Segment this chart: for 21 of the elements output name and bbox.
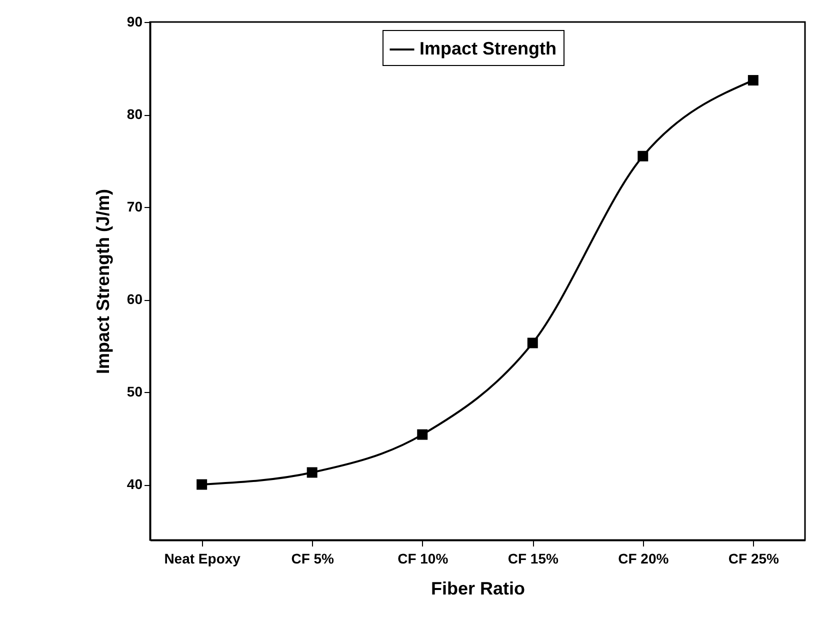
y-tick-label: 60 bbox=[126, 291, 143, 307]
x-tick-label: CF 20% bbox=[618, 550, 670, 566]
point bbox=[306, 467, 318, 478]
point bbox=[638, 150, 648, 162]
y-tick-label: 70 bbox=[126, 198, 143, 214]
y-tick-label: 80 bbox=[126, 106, 143, 122]
y-tick-label: 50 bbox=[126, 384, 143, 400]
x-tick-label: Neat Epoxy bbox=[164, 550, 241, 566]
point bbox=[527, 338, 538, 348]
point bbox=[417, 429, 428, 440]
x-tick-label: CF 15% bbox=[508, 550, 559, 566]
y-tick-label: 40 bbox=[126, 476, 143, 492]
point bbox=[748, 75, 758, 86]
x-tick-label: CF 10% bbox=[398, 550, 449, 566]
x-tick-label: CF 5% bbox=[291, 550, 335, 566]
x-tick-label: CF 25% bbox=[728, 550, 780, 566]
y-tick-label: 90 bbox=[126, 14, 143, 30]
point bbox=[196, 479, 208, 490]
legend-label: Impact Strength bbox=[420, 38, 557, 58]
x-axis-title: Fiber Ratio bbox=[430, 578, 526, 598]
y-axis-title: Impact Strength (J/m) bbox=[92, 188, 113, 374]
